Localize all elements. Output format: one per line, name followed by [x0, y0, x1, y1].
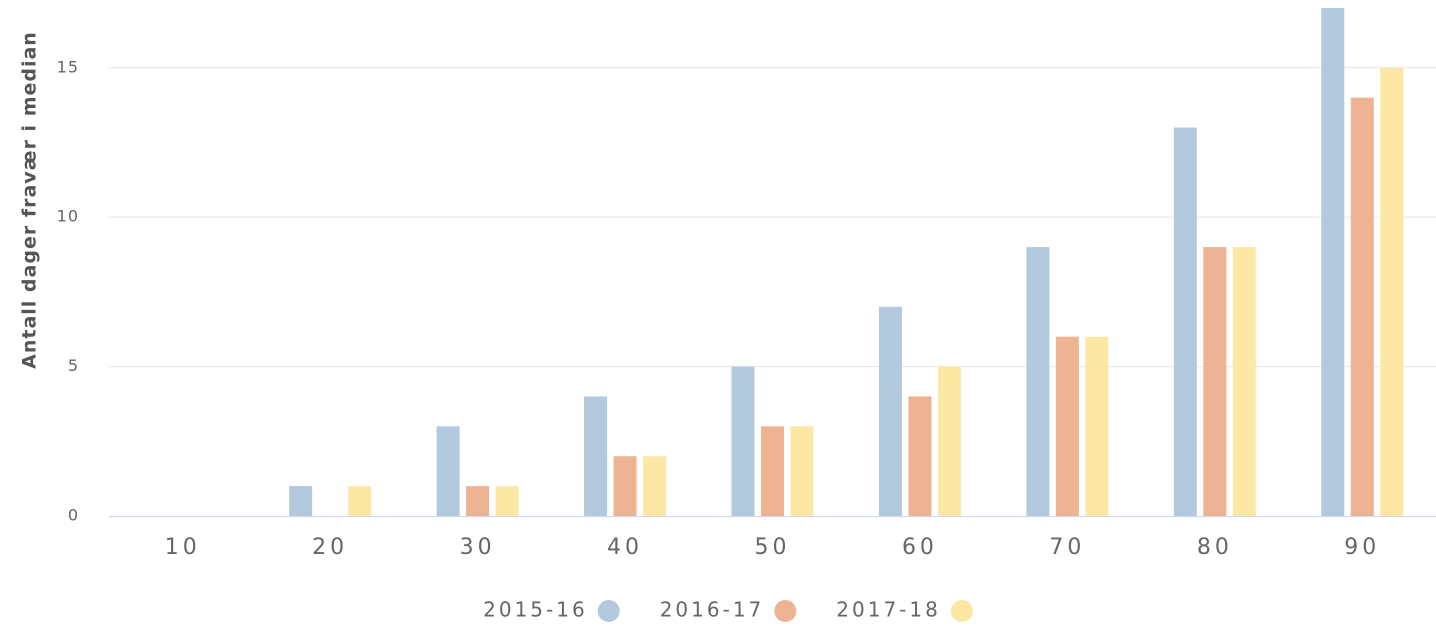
legend-marker — [774, 600, 797, 622]
x-tick-label: 20 — [312, 535, 348, 560]
bar — [584, 396, 608, 516]
bar — [908, 396, 932, 516]
x-tick-label: 30 — [460, 535, 496, 560]
legend-marker — [950, 600, 973, 622]
legend-marker — [597, 600, 620, 622]
bar — [1232, 247, 1256, 516]
y-tick-label: 10 — [57, 207, 79, 226]
x-tick-label: 90 — [1344, 535, 1380, 560]
legend-label: 2015-16 — [483, 598, 588, 622]
bar — [436, 426, 460, 516]
bar — [466, 486, 490, 516]
legend-label: 2016-17 — [660, 598, 765, 622]
x-tick-label: 70 — [1049, 535, 1085, 560]
x-tick-label: 40 — [607, 535, 643, 560]
bar — [790, 426, 814, 516]
y-axis-label: Antall dager fravær i median — [19, 31, 41, 369]
x-tick-label: 50 — [755, 535, 791, 560]
x-tick-label: 60 — [902, 535, 938, 560]
bar — [1055, 336, 1079, 516]
bar — [289, 486, 313, 516]
bar — [1380, 67, 1404, 516]
bar — [495, 486, 519, 516]
bar — [1026, 247, 1050, 516]
bar — [1203, 247, 1227, 516]
bar — [1173, 127, 1197, 516]
bar — [1321, 8, 1345, 516]
bar — [761, 426, 784, 516]
bar — [937, 366, 961, 516]
bar — [731, 366, 755, 516]
y-tick-label: 5 — [68, 356, 79, 375]
y-tick-label: 0 — [68, 506, 79, 525]
x-tick-label: 10 — [165, 535, 201, 560]
bar — [613, 456, 637, 516]
y-tick-label: 15 — [57, 57, 79, 76]
bar — [1350, 97, 1374, 516]
legend-label: 2017-18 — [836, 598, 941, 622]
bar — [1085, 336, 1109, 516]
bar — [643, 456, 667, 516]
x-tick-label: 80 — [1197, 535, 1233, 560]
bar — [878, 306, 902, 516]
bar — [348, 486, 372, 516]
